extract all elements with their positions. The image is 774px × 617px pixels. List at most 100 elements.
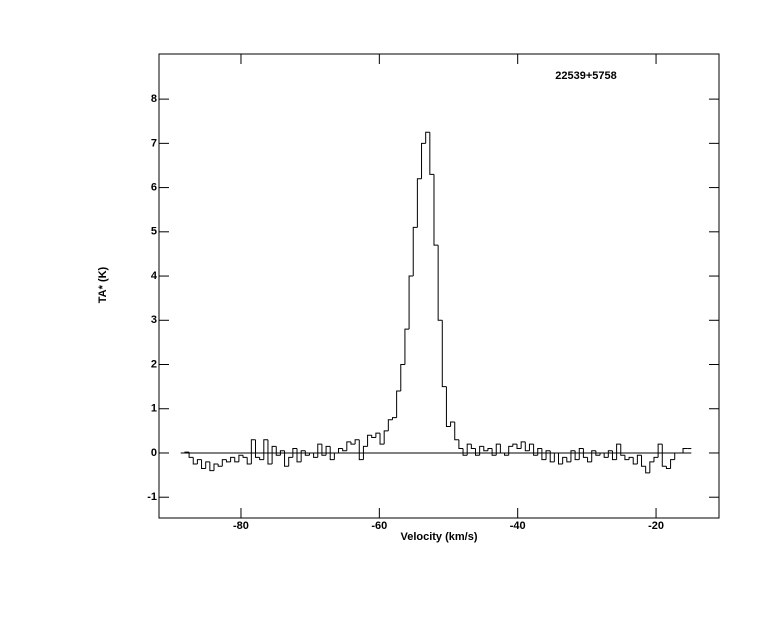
- chart-title: 22539+5758: [555, 70, 616, 82]
- spectrum-step: [512, 443, 517, 447]
- spectrum-step: [279, 450, 285, 456]
- spectrum-step: [387, 419, 393, 431]
- spectrum-step: [284, 450, 289, 467]
- spectrum-step: [611, 450, 617, 461]
- spectrum-step: [599, 452, 605, 456]
- spectrum-step: [450, 421, 455, 427]
- spectrum-step: [354, 439, 360, 445]
- spectrum-step: [250, 439, 256, 465]
- spectrum-step: [362, 445, 368, 460]
- x-axis-label: Velocity (km/s): [400, 531, 477, 543]
- spectrum-step: [275, 446, 281, 456]
- spectrum-step: [367, 434, 372, 447]
- spectrum-step: [433, 174, 439, 246]
- spectrum-step: [462, 448, 468, 456]
- spectrum-step: [304, 450, 310, 456]
- spectrum-step: [383, 430, 389, 445]
- y-axis-label: TA* (K): [97, 266, 109, 303]
- spectrum-step: [408, 275, 414, 330]
- spectrum-step: [246, 457, 252, 465]
- spectrum-step: [524, 441, 530, 452]
- spectrum-step: [537, 448, 542, 456]
- spectrum-step: [661, 444, 667, 467]
- spectrum-step: [308, 452, 314, 456]
- spectrum-step: [255, 439, 260, 458]
- y-tick-label: 3: [151, 314, 157, 326]
- spectrum-step: [391, 417, 397, 420]
- spectrum-step: [225, 459, 231, 463]
- y-tick-label: 8: [151, 93, 157, 105]
- spectrum-step: [445, 386, 451, 427]
- spectrum-step: [587, 457, 592, 463]
- spectrum-step: [271, 445, 277, 465]
- spectrum-step: [682, 448, 688, 453]
- spectrum-step: [566, 457, 571, 463]
- spectrum-step: [657, 443, 663, 458]
- spectrum-step: [217, 464, 223, 467]
- spectrum-step: [317, 443, 322, 458]
- spectrum-step: [230, 456, 235, 462]
- spectrum-step: [603, 452, 609, 458]
- spectrum-step: [487, 448, 493, 451]
- spectrum-step: [470, 444, 476, 450]
- x-tick-label: -40: [510, 520, 526, 532]
- spectrum-step: [533, 444, 538, 456]
- spectrum-step: [288, 456, 293, 467]
- spectrum-step: [209, 461, 214, 472]
- y-tick-label: -1: [147, 491, 157, 503]
- spectrum-step: [516, 444, 522, 450]
- spectrum-step: [479, 445, 484, 456]
- spectrum-step: [508, 445, 513, 456]
- y-tick-label: 5: [151, 226, 157, 238]
- spectrum-step: [624, 455, 630, 461]
- spectrum-step: [342, 448, 347, 452]
- spectrum-step: [429, 132, 434, 175]
- spectrum-step: [483, 446, 488, 452]
- spectrum-step: [396, 390, 401, 418]
- spectrum-step: [379, 433, 385, 445]
- spectrum-step: [441, 320, 447, 388]
- spectrum-step: [350, 441, 356, 445]
- spectrum-step: [545, 450, 551, 460]
- spectrum-step: [574, 450, 580, 461]
- y-tick-label: 7: [151, 137, 157, 149]
- spectrum-step: [375, 432, 381, 438]
- spectrum-step: [570, 450, 576, 462]
- spectrum-step: [578, 448, 584, 460]
- spectrum-step: [607, 450, 613, 458]
- spectrum-step: [404, 328, 410, 365]
- y-tick-label: 6: [151, 181, 157, 193]
- spectrum-step: [528, 443, 534, 451]
- x-tick-label: -20: [648, 520, 664, 532]
- spectrum-step: [653, 456, 659, 462]
- y-tick-label: 0: [151, 447, 157, 459]
- spectrum-step: [425, 131, 430, 144]
- spectrum-step: [412, 226, 418, 277]
- spectrum-step: [234, 457, 239, 463]
- spectrum-step: [649, 461, 654, 473]
- spectrum-step: [558, 452, 563, 465]
- y-tick-label: 1: [151, 403, 157, 415]
- spectrum-step: [358, 439, 364, 461]
- spectrum-step: [437, 245, 443, 321]
- spectrum-step: [541, 448, 547, 461]
- spectrum-step: [184, 451, 190, 453]
- spectrum-step: [616, 443, 621, 460]
- spectrum-step: [620, 444, 625, 456]
- spectrum-step: [562, 456, 567, 465]
- spectrum-step: [421, 142, 426, 179]
- y-tick-label: 2: [151, 358, 157, 370]
- spectrum-step: [628, 456, 634, 460]
- plot-frame: [158, 53, 720, 519]
- spectrum-step: [259, 457, 264, 461]
- spectrum-step: [504, 452, 509, 456]
- spectrum-step: [416, 178, 422, 228]
- y-tick-label: 4: [151, 270, 158, 282]
- spectrum-step: [632, 457, 638, 465]
- spectrum-step: [196, 459, 202, 465]
- spectrum-step: [553, 452, 559, 462]
- spectrum-step: [292, 448, 298, 458]
- spectrum-step: [267, 439, 273, 465]
- x-tick-label: -60: [371, 520, 387, 532]
- spectrum-step: [454, 422, 459, 441]
